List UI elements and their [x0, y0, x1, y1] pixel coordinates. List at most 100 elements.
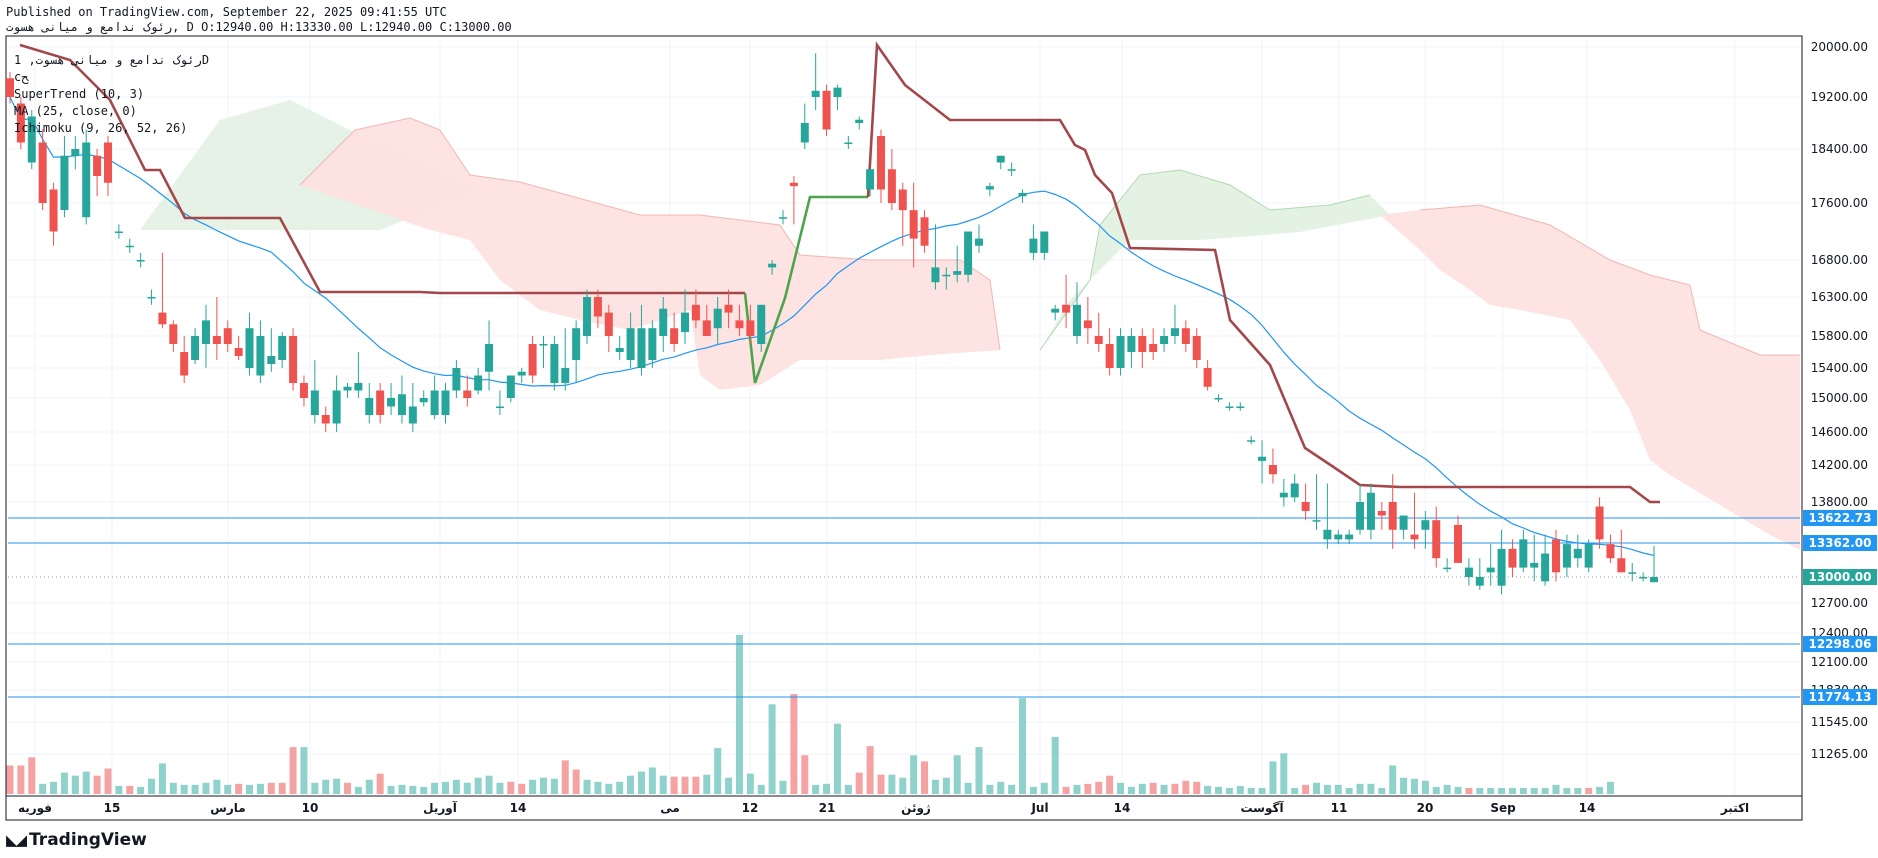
- x-tick-label: 20: [1417, 801, 1434, 815]
- y-tick-label: 15400.00: [1811, 361, 1868, 375]
- volume-bar: [1236, 785, 1244, 794]
- volume-bar: [637, 771, 645, 794]
- candle-body: [1203, 368, 1212, 387]
- candle-body: [49, 189, 58, 232]
- volume-bar: [1029, 786, 1037, 794]
- supertrend-down-segment: [19, 43, 745, 295]
- price-line-label[interactable]: 13362.00: [1808, 536, 1871, 550]
- volume-bar: [496, 782, 504, 794]
- current-price-label[interactable]: 13000.00: [1808, 570, 1871, 584]
- price-line-label-bg[interactable]: [1803, 510, 1877, 526]
- legend-supertrend[interactable]: SuperTrend (10, 3): [14, 87, 145, 101]
- legend-ma[interactable]: MA (25, close, 0): [14, 104, 137, 118]
- volume-bar: [1258, 787, 1266, 794]
- candle-body: [365, 398, 374, 415]
- candle-body: [1160, 336, 1169, 344]
- candle-body: [397, 394, 406, 415]
- candle-body: [1105, 344, 1114, 368]
- candle-body: [1258, 456, 1267, 461]
- volume-bar: [931, 779, 939, 794]
- symbol-ohlc-line: رئوک ندامع و میانی هسوت, D O:12940.00 H:…: [6, 20, 512, 34]
- current-price-label-bg[interactable]: [1803, 569, 1877, 585]
- candle-body: [1573, 548, 1582, 559]
- cloud-span-line: [1419, 204, 1800, 356]
- candle-body: [953, 271, 962, 275]
- volume-bar: [1127, 786, 1135, 794]
- volume-bar: [1051, 736, 1059, 794]
- price-line-label-bg[interactable]: [1803, 636, 1877, 652]
- candle-body: [670, 328, 679, 344]
- candle-body: [702, 320, 711, 336]
- volume-bar: [158, 763, 166, 794]
- candle-body: [593, 297, 602, 317]
- y-tick-label: 20000.00: [1811, 40, 1868, 54]
- legend-symbol-title[interactable]: رئوک ندامع و میانی هسوت, 1D: [14, 53, 210, 67]
- candle-body: [1356, 502, 1365, 530]
- volume-bar: [1378, 787, 1386, 794]
- candle-body: [158, 312, 167, 325]
- price-axis[interactable]: 20000.00 19200.00 18400.00 17600.00 16800.00…: [1803, 40, 1877, 761]
- cloud-bear-segment: [300, 118, 1000, 390]
- volume-bar: [278, 782, 286, 794]
- volume-bar: [246, 784, 254, 794]
- ma-line: [9, 96, 1655, 556]
- volume-bar: [1367, 783, 1375, 794]
- candle-body: [1584, 544, 1593, 568]
- price-line-label[interactable]: 12298.06: [1808, 637, 1871, 651]
- x-tick-label: 10: [302, 801, 319, 815]
- candle-body: [985, 186, 994, 190]
- published-header: Published on TradingView.com, September …: [6, 5, 447, 19]
- y-tick-label: 15800.00: [1811, 329, 1868, 343]
- volume-bar: [50, 781, 58, 794]
- candle-body: [1051, 308, 1060, 313]
- volume-bar: [1171, 783, 1179, 794]
- volume-bar: [1356, 783, 1364, 794]
- volume-bar: [365, 779, 373, 794]
- x-tick-label: مارس: [210, 801, 245, 815]
- cloud-bear-segment: [1380, 205, 1800, 550]
- candle-body: [789, 182, 798, 187]
- volume-bar: [605, 783, 613, 794]
- volume-bar: [714, 748, 722, 794]
- tradingview-brand[interactable]: ◣◢ TradingView: [6, 830, 147, 850]
- candle-body: [626, 328, 635, 360]
- candle-body: [996, 155, 1005, 163]
- price-line-label-bg[interactable]: [1803, 689, 1877, 705]
- volume-bar: [823, 783, 831, 794]
- volume-bar: [1040, 782, 1048, 794]
- candle-body: [550, 344, 559, 383]
- legend-symbol-sub: cﺢ: [14, 70, 29, 84]
- candle-body: [1519, 539, 1528, 568]
- time-axis[interactable]: فوریه 15 مارس 10 آوریل 14 می 12 21 ژوئن Jul 14 آگوست…: [18, 800, 1749, 816]
- volume-bar: [1182, 780, 1190, 794]
- candle-body: [855, 119, 864, 123]
- candle-body: [822, 90, 831, 130]
- volume-bar: [1596, 786, 1604, 794]
- volume-bar: [1563, 787, 1571, 794]
- ichimoku-cloud: [8, 100, 1800, 550]
- legend-ichimoku[interactable]: Ichimoku (9, 26, 52, 26): [14, 121, 188, 135]
- candle-body: [517, 371, 526, 376]
- price-line-label[interactable]: 11774.13: [1808, 690, 1871, 704]
- candle-body: [1268, 465, 1277, 475]
- price-line-label-bg[interactable]: [1803, 535, 1877, 551]
- candle-body: [1454, 524, 1463, 563]
- candle-body: [768, 263, 777, 268]
- candle-body: [1312, 520, 1321, 522]
- candle-body: [648, 328, 657, 360]
- candle-body: [920, 217, 929, 246]
- candle-body: [16, 103, 25, 143]
- volume-bar: [104, 768, 112, 794]
- volume-bar: [942, 777, 950, 794]
- candle-body: [1388, 502, 1397, 530]
- volume-bar: [1117, 782, 1125, 794]
- volume-bar: [877, 774, 885, 794]
- horizontal-price-lines[interactable]: [8, 517, 1800, 698]
- candle-body: [343, 386, 352, 391]
- candle-body: [1290, 483, 1299, 498]
- x-tick-label: ژوئن: [901, 801, 931, 816]
- candle-body: [93, 155, 102, 176]
- volume-bar: [1084, 783, 1092, 794]
- price-line-label[interactable]: 13622.73: [1808, 511, 1871, 525]
